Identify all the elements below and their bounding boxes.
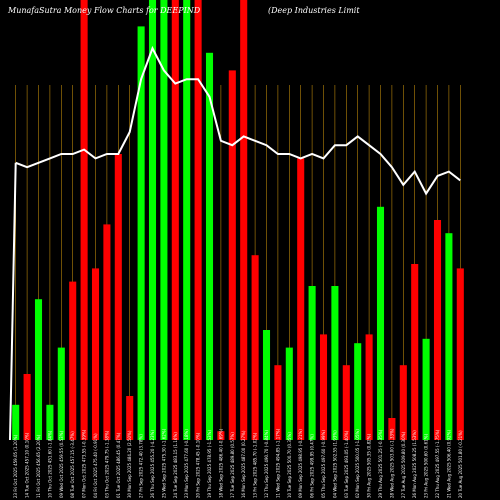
tick-label: 04 Wed Sep 2025 502.55 (1.93%) [332,430,337,498]
tick-label: 21 Wed Aug 2025 506.40 (0.92%) [446,430,451,498]
tick-label: 26 Mon Aug 2025 508.25 (1.53%) [412,430,417,498]
tick-label: 02 Mon Sep 2025 500.05 (-1.05%) [355,429,360,498]
bar [114,154,122,440]
tick-label: 03 Tue Sep 2025 493.05 (-1.40%) [344,430,349,498]
bar [91,268,100,440]
bar [433,220,442,440]
tick-label: 01 Tue Oct 2025 486.45 (0.47%) [116,432,121,498]
bar [12,404,20,440]
tick-label: 23 Fri Aug 2025 500.60 (0.61%) [424,434,429,498]
bar [80,0,88,440]
bar [217,431,225,440]
bar [103,224,111,440]
bar [411,264,419,440]
bar [376,206,385,440]
tick-label: 11 Wed Sep 2025 494.85 (-1.17%) [275,428,280,498]
bar [319,334,328,440]
bar [148,0,157,440]
tick-label: 22 Thu Aug 2025 497.55 (-1.75%) [435,429,440,498]
bar [354,343,362,440]
tick-label: 04 Fri Oct 2025 475.40 (-0.91%) [93,433,98,498]
x-axis-tick-labels: 23 Fri Oct 2025 459.05 (1.20%) 14 Tue Oct… [13,428,463,498]
bar [69,281,77,440]
tick-label: 12 Thu Sep 2025 490.70 (-0.84%) [264,430,269,498]
bar [228,70,236,441]
money-flow-line-layer [9,45,461,441]
tick-label: 09 Mon Sep 2025 498.95 (-0.21%) [298,429,303,498]
bar [388,418,396,440]
tick-label: 27 Tue Aug 2025 509.80 (0.30%) [401,431,406,498]
tick-label: 09 Wed Oct 2025 459.55 (0.53%) [59,430,64,498]
bar [23,374,31,440]
tick-label: 07 Mon Oct 2025 473.55 (-0.39%) [82,429,87,498]
money-flow-line-start [9,162,17,441]
tick-label: 03 Thu Oct 2025 479.75 (-1.38%) [104,430,109,498]
bar [262,330,271,440]
tick-label: 23 Mon Sep 2025 477.60 (-0.18%) [184,429,189,498]
bar [422,338,430,440]
tick-label: 30 Mon Sep 2025 484.20 (2.50%) [127,430,132,498]
bar [285,347,293,440]
tick-label: 27 Fri Sep 2025 472.40 (3.78%) [139,434,144,498]
bar [342,365,350,440]
bar [205,52,214,441]
bar [331,286,339,440]
bar [297,158,305,440]
tick-label: 10 Thu Oct 2025 451.60 (-1.84%) [47,430,52,498]
tick-label: 16 Mon Sep 2025 487.00 (0.27%) [241,430,246,498]
tick-label: 10 Tue Sep 2025 500.70 (0.35%) [287,432,292,498]
tick-label: 06 Fri Sep 2025 499.95 (0.47%) [310,434,315,498]
bar [34,299,43,440]
bar [274,365,282,440]
tick-label: 26 Thu Sep 2025 455.20 (-4.23%) [150,430,155,498]
tick-label: 20 Fri Sep 2025 478.45 (-0.10%) [196,432,201,498]
bar [399,365,407,440]
bar [365,334,373,440]
tick-label: 19 Thu Sep 2025 478.95 (-1.53%) [207,430,212,498]
tick-label: 23 Fri Oct 2025 459.05 (1.20%) [13,434,18,498]
bar [183,0,191,440]
money-flow-line [15,45,461,196]
tick-label: 25 Wed Sep 2025 475.30 (-1.62%) [161,428,166,498]
bar [137,26,145,441]
tick-label: 11 Fri Oct 2025 456.65 (2.20%) [36,434,41,498]
tick-label: 29 Thu Aug 2025 501.25 (-0.35%) [378,429,383,498]
bar-series [12,0,464,441]
tick-label: 17 Tue Sep 2025 489.80 (0.57%) [230,432,235,498]
bar [308,286,316,440]
tick-label: 08 Tue Oct 2025 457.15 (-3.47%) [70,431,75,498]
tick-label: 20 Tue Aug 2025 501.80 (-0.21%) [458,430,463,498]
tick-label: 05 Thu Sep 2025 497.60 (-0.99%) [321,430,326,498]
bar [456,268,464,440]
tick-label: 14 Tue Oct 2025 457.10 (0.10%) [25,432,30,498]
bar [194,0,202,440]
tick-label: 28 Wed Aug 2025 503.00 (-1.33%) [389,428,394,498]
company-name: (Deep Industries Limit [268,6,360,15]
tick-label: 13 Fri Sep 2025 485.70 (-1.02%) [253,432,258,498]
bar [160,0,168,440]
tick-label: 24 Tue Sep 2025 483.15 (1.16%) [173,432,178,498]
bar [46,404,54,440]
chart-title: MunafaSutra Money Flow Charts for DEEPIN… [7,6,201,15]
bar [240,0,248,440]
bar [126,396,134,440]
bar [445,233,453,440]
tick-label: 18 Wed Sep 2025 486.40 (-0.69%) [218,428,223,498]
bar [251,255,259,440]
bar [171,0,179,440]
bar [57,347,65,440]
tick-label: 30 Fri Aug 2025 505.35 (0.82%) [367,434,372,498]
